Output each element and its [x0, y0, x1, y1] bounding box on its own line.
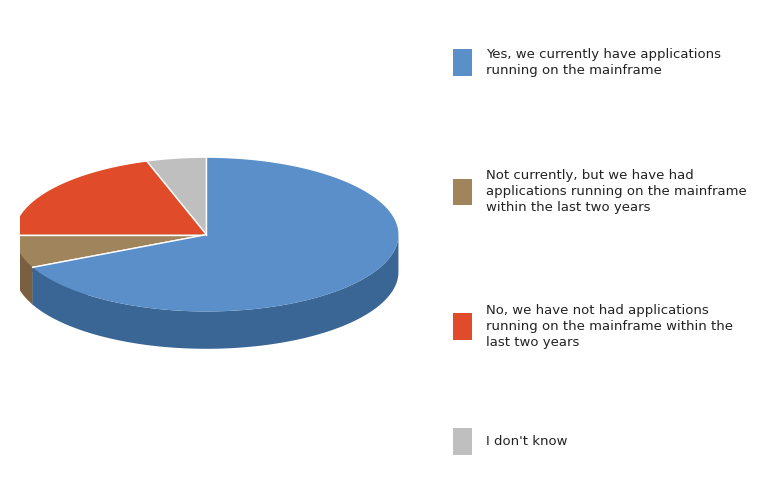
Polygon shape: [15, 235, 207, 272]
Polygon shape: [33, 158, 399, 312]
Polygon shape: [33, 235, 207, 305]
Text: Yes, we currently have applications
running on the mainframe: Yes, we currently have applications runn…: [486, 48, 721, 77]
FancyBboxPatch shape: [453, 179, 472, 205]
Polygon shape: [15, 162, 207, 235]
Text: Not currently, but we have had
applications running on the mainframe
within the : Not currently, but we have had applicati…: [486, 169, 747, 215]
Polygon shape: [15, 235, 33, 305]
FancyBboxPatch shape: [453, 428, 472, 455]
FancyBboxPatch shape: [453, 313, 472, 340]
Polygon shape: [33, 235, 399, 349]
Polygon shape: [147, 158, 207, 235]
Polygon shape: [15, 235, 207, 272]
Text: I don't know: I don't know: [486, 435, 568, 448]
Polygon shape: [15, 235, 207, 267]
FancyBboxPatch shape: [453, 49, 472, 75]
Text: No, we have not had applications
running on the mainframe within the
last two ye: No, we have not had applications running…: [486, 304, 733, 349]
Polygon shape: [33, 235, 207, 305]
